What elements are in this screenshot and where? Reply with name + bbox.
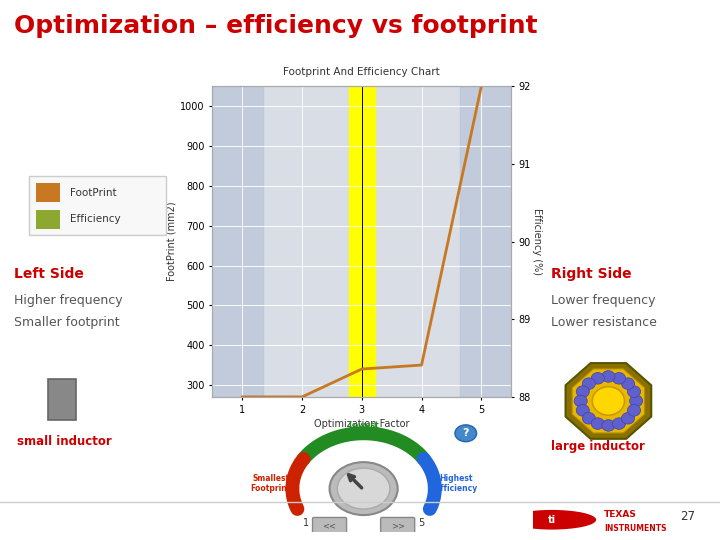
Text: Highest
Efficiency: Highest Efficiency bbox=[436, 474, 477, 494]
Bar bbox=[348, 86, 375, 397]
Text: Left Side: Left Side bbox=[14, 267, 84, 281]
FancyBboxPatch shape bbox=[312, 517, 346, 534]
Text: FootPrint: FootPrint bbox=[70, 188, 117, 198]
Bar bbox=[460, 86, 511, 397]
Text: <<: << bbox=[323, 522, 336, 530]
X-axis label: Optimization Factor: Optimization Factor bbox=[314, 418, 410, 429]
Circle shape bbox=[602, 420, 615, 431]
Circle shape bbox=[621, 413, 634, 424]
Polygon shape bbox=[566, 363, 651, 439]
Circle shape bbox=[574, 395, 588, 407]
Text: INSTRUMENTS: INSTRUMENTS bbox=[604, 524, 667, 533]
Text: Lower resistance: Lower resistance bbox=[551, 316, 657, 329]
Circle shape bbox=[582, 413, 595, 424]
Y-axis label: Efficiency (%): Efficiency (%) bbox=[532, 208, 542, 275]
Y-axis label: FootPrint (mm2): FootPrint (mm2) bbox=[166, 202, 176, 281]
Circle shape bbox=[576, 404, 590, 416]
Text: 1: 1 bbox=[303, 518, 310, 528]
Text: >>: >> bbox=[391, 522, 405, 530]
Text: Lower frequency: Lower frequency bbox=[551, 294, 655, 307]
FancyBboxPatch shape bbox=[29, 176, 166, 235]
Circle shape bbox=[337, 468, 390, 509]
Bar bbox=[212, 86, 264, 397]
Text: Higher frequency: Higher frequency bbox=[14, 294, 123, 307]
Text: small inductor: small inductor bbox=[17, 435, 112, 448]
Text: Footprint And Efficiency Chart: Footprint And Efficiency Chart bbox=[284, 66, 440, 77]
Circle shape bbox=[591, 373, 604, 384]
Text: Right Side: Right Side bbox=[551, 267, 631, 281]
Circle shape bbox=[627, 386, 641, 397]
FancyBboxPatch shape bbox=[48, 379, 76, 420]
Text: 5: 5 bbox=[418, 518, 424, 528]
Text: Optimization – efficiency vs footprint: Optimization – efficiency vs footprint bbox=[14, 14, 538, 37]
Polygon shape bbox=[572, 369, 644, 433]
Text: ti: ti bbox=[548, 515, 556, 525]
Circle shape bbox=[576, 386, 590, 397]
Circle shape bbox=[582, 378, 595, 389]
Circle shape bbox=[621, 378, 634, 389]
Text: TEXAS: TEXAS bbox=[604, 510, 637, 519]
Circle shape bbox=[613, 373, 626, 384]
Text: Lowest
BOM Cost: Lowest BOM Cost bbox=[343, 421, 384, 441]
Circle shape bbox=[593, 387, 624, 415]
Text: Smaller footprint: Smaller footprint bbox=[14, 316, 120, 329]
Circle shape bbox=[330, 462, 397, 515]
Circle shape bbox=[627, 404, 641, 416]
FancyBboxPatch shape bbox=[381, 517, 415, 534]
Text: Efficiency: Efficiency bbox=[70, 214, 120, 225]
FancyBboxPatch shape bbox=[36, 183, 60, 202]
Circle shape bbox=[508, 510, 596, 530]
Text: 27: 27 bbox=[680, 510, 695, 523]
Circle shape bbox=[455, 425, 477, 442]
Text: ?: ? bbox=[462, 428, 469, 438]
FancyBboxPatch shape bbox=[36, 210, 60, 229]
Circle shape bbox=[613, 418, 626, 429]
Text: Smallest
Footprint: Smallest Footprint bbox=[251, 474, 291, 494]
Circle shape bbox=[629, 395, 643, 407]
Circle shape bbox=[591, 418, 604, 429]
Text: large inductor: large inductor bbox=[551, 440, 644, 453]
Circle shape bbox=[602, 370, 615, 382]
